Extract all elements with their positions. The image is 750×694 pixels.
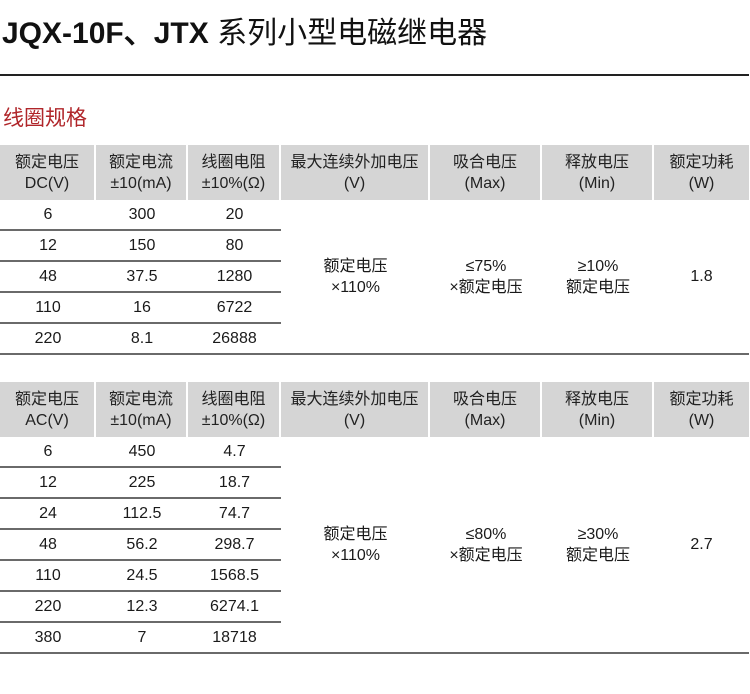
- cell-pickup-voltage: ≤75% ×额定电压: [430, 200, 542, 355]
- cell-voltage: 24: [0, 499, 96, 530]
- header-coil-resistance: 线圈电阻 ±10%(Ω): [188, 145, 281, 200]
- table-row: 6 450 4.7 额定电压 ×110% ≤80% ×额定电压 ≥30% 额定电压 2…: [0, 437, 749, 654]
- cell-current: 16: [96, 293, 188, 324]
- cell-resistance: 4.7: [188, 437, 281, 468]
- table-header-row: 额定电压 AC(V) 额定电流 ±10(mA) 线圈电阻 ±10%(Ω) 最大连续外加…: [0, 382, 749, 437]
- dc-coil-spec-table: 额定电压 DC(V) 额定电流 ±10(mA) 线圈电阻 ±10%(Ω) 最大连续外加…: [0, 145, 749, 355]
- table-row: 12 225 18.7: [0, 468, 749, 499]
- header-release-voltage: 释放电压 (Min): [542, 382, 654, 437]
- table-row: 12 150 80: [0, 231, 749, 262]
- cell-current: 450: [96, 437, 188, 468]
- cell-rated-power: 2.7: [654, 437, 749, 654]
- cell-release-voltage: ≥10% 额定电压: [542, 200, 654, 355]
- header-rated-current: 额定电流 ±10(mA): [96, 145, 188, 200]
- cell-resistance: 6722: [188, 293, 281, 324]
- cell-current: 56.2: [96, 530, 188, 561]
- cell-current: 112.5: [96, 499, 188, 530]
- header-rated-voltage: 额定电压 AC(V): [0, 382, 96, 437]
- cell-resistance: 74.7: [188, 499, 281, 530]
- header-coil-resistance: 线圈电阻 ±10%(Ω): [188, 382, 281, 437]
- cell-resistance: 20: [188, 200, 281, 231]
- cell-voltage: 12: [0, 468, 96, 499]
- table-row: 110 16 6722: [0, 293, 749, 324]
- cell-current: 8.1: [96, 324, 188, 355]
- cell-resistance: 298.7: [188, 530, 281, 561]
- section-heading: 线圈规格: [3, 107, 87, 130]
- cell-voltage: 220: [0, 592, 96, 623]
- header-max-voltage: 最大连续外加电压 (V): [281, 145, 430, 200]
- title-name: 系列小型电磁继电器: [217, 17, 488, 50]
- cell-voltage: 220: [0, 324, 96, 355]
- cell-voltage: 380: [0, 623, 96, 654]
- header-pickup-voltage: 吸合电压 (Max): [430, 145, 542, 200]
- cell-voltage: 110: [0, 293, 96, 324]
- cell-voltage: 110: [0, 561, 96, 592]
- cell-resistance: 18.7: [188, 468, 281, 499]
- cell-resistance: 1568.5: [188, 561, 281, 592]
- cell-resistance: 1280: [188, 262, 281, 293]
- header-max-voltage: 最大连续外加电压 (V): [281, 382, 430, 437]
- page-title: JQX-10F、JTX 系列小型电磁继电器: [2, 8, 487, 52]
- cell-voltage: 6: [0, 200, 96, 231]
- cell-resistance: 80: [188, 231, 281, 262]
- cell-current: 12.3: [96, 592, 188, 623]
- table-row: 110 24.5 1568.5: [0, 561, 749, 592]
- cell-voltage: 48: [0, 262, 96, 293]
- table-header-row: 额定电压 DC(V) 额定电流 ±10(mA) 线圈电阻 ±10%(Ω) 最大连续外加…: [0, 145, 749, 200]
- header-rated-voltage: 额定电压 DC(V): [0, 145, 96, 200]
- header-pickup-voltage: 吸合电压 (Max): [430, 382, 542, 437]
- cell-current: 225: [96, 468, 188, 499]
- cell-release-voltage: ≥30% 额定电压: [542, 437, 654, 654]
- cell-max-voltage: 额定电压 ×110%: [281, 437, 430, 654]
- cell-current: 37.5: [96, 262, 188, 293]
- table-row: 48 37.5 1280: [0, 262, 749, 293]
- header-rated-current: 额定电流 ±10(mA): [96, 382, 188, 437]
- cell-voltage: 12: [0, 231, 96, 262]
- cell-current: 7: [96, 623, 188, 654]
- cell-resistance: 26888: [188, 324, 281, 355]
- cell-max-voltage: 额定电压 ×110%: [281, 200, 430, 355]
- table-row: 24 112.5 74.7: [0, 499, 749, 530]
- header-rated-power: 额定功耗 (W): [654, 145, 749, 200]
- title-model: JQX-10F、JTX: [2, 17, 209, 50]
- cell-resistance: 18718: [188, 623, 281, 654]
- header-rated-power: 额定功耗 (W): [654, 382, 749, 437]
- title-divider: [0, 74, 749, 76]
- cell-pickup-voltage: ≤80% ×额定电压: [430, 437, 542, 654]
- cell-voltage: 6: [0, 437, 96, 468]
- table-row: 6 300 20 额定电压 ×110% ≤75% ×额定电压 ≥10% 额定电压 1.…: [0, 200, 749, 355]
- table-row: 220 12.3 6274.1: [0, 592, 749, 623]
- table-row: 48 56.2 298.7: [0, 530, 749, 561]
- cell-current: 150: [96, 231, 188, 262]
- table-row: 380 7 18718: [0, 623, 749, 654]
- table-row: 220 8.1 26888: [0, 324, 749, 355]
- ac-coil-spec-table: 额定电压 AC(V) 额定电流 ±10(mA) 线圈电阻 ±10%(Ω) 最大连续外加…: [0, 382, 749, 654]
- cell-resistance: 6274.1: [188, 592, 281, 623]
- cell-voltage: 48: [0, 530, 96, 561]
- cell-current: 24.5: [96, 561, 188, 592]
- header-release-voltage: 释放电压 (Min): [542, 145, 654, 200]
- cell-current: 300: [96, 200, 188, 231]
- cell-rated-power: 1.8: [654, 200, 749, 355]
